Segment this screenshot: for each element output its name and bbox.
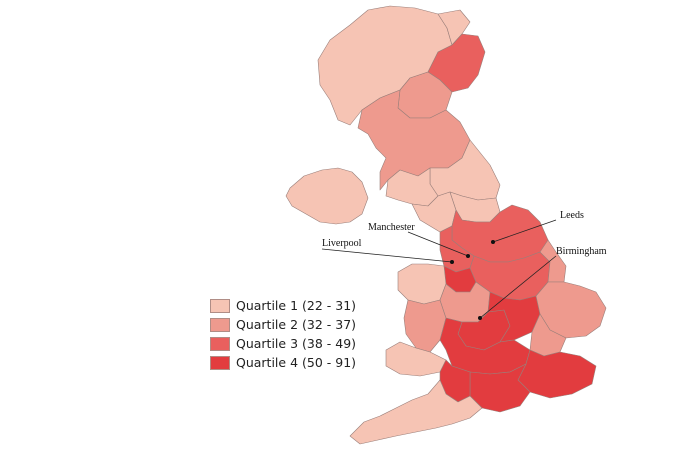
city-label-manchester: Manchester [368,222,415,233]
leader-line-liverpool [321,248,453,263]
region-east-anglia [535,281,607,339]
region-london-home-counties [517,349,597,399]
legend-swatch [210,355,230,370]
legend-label: Quartile 1 (22 - 31) [236,298,357,313]
region-lincolnshire [539,239,567,283]
city-dot-birmingham [478,316,482,320]
city-label-leeds: Leeds [560,210,584,221]
city-dot-liverpool [450,260,454,264]
legend-label: Quartile 3 (38 - 49) [236,336,357,351]
region-mid-wales [403,299,447,353]
region-northern-ireland [285,167,369,225]
region-aberdeenshire [427,33,486,93]
region-north-wales [397,263,447,305]
leader-line-leeds [492,219,557,243]
legend-item-quartile-3: Quartile 3 (38 - 49) [210,334,356,353]
legend-item-quartile-4: Quartile 4 (50 - 91) [210,353,356,372]
legend-label: Quartile 4 (50 - 91) [236,355,357,370]
city-label-liverpool: Liverpool [322,238,362,249]
map-legend: Quartile 1 (22 - 31) Quartile 2 (32 - 37… [210,296,356,372]
leader-line-manchester [407,231,469,257]
leader-line-birmingham [479,255,557,319]
region-south-west [349,379,483,445]
legend-item-quartile-1: Quartile 1 (22 - 31) [210,296,356,315]
city-label-birmingham: Birmingham [556,246,607,257]
legend-swatch [210,298,230,313]
legend-swatch [210,336,230,351]
legend-item-quartile-2: Quartile 2 (32 - 37) [210,315,356,334]
legend-label: Quartile 2 (32 - 37) [236,317,357,332]
city-dot-leeds [491,240,495,244]
region-northamptonshire [487,291,541,343]
city-dot-manchester [466,254,470,258]
legend-swatch [210,317,230,332]
